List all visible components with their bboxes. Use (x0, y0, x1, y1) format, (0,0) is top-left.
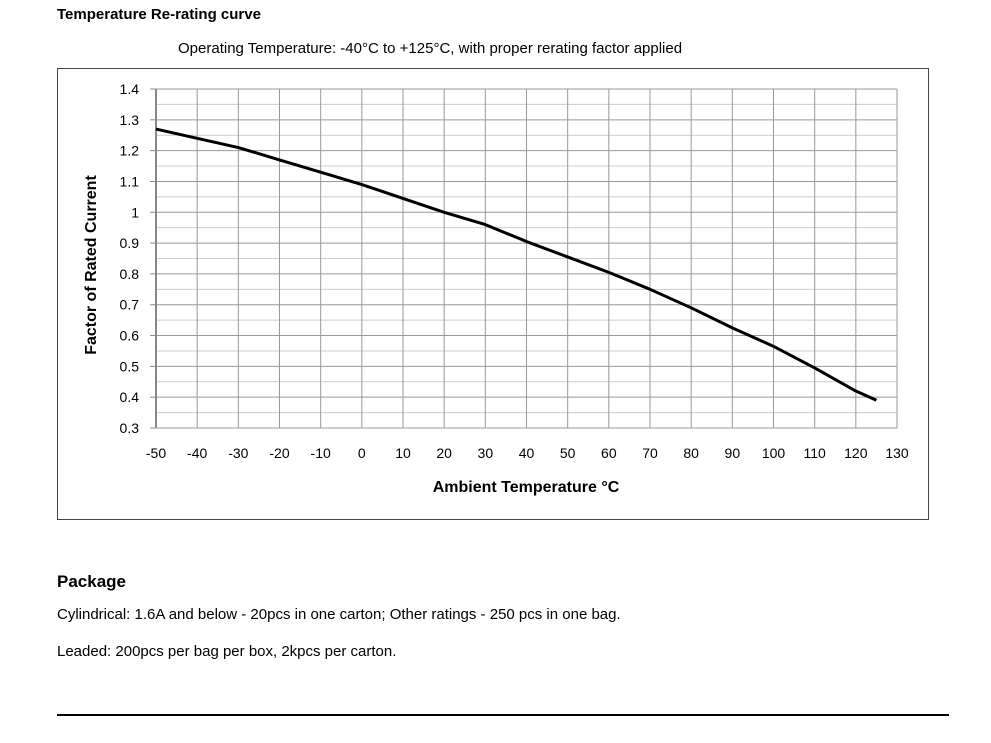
x-tick-label: 50 (560, 445, 576, 461)
y-tick-label: 0.4 (120, 389, 140, 405)
x-tick-label: 100 (762, 445, 786, 461)
x-tick-label: 90 (725, 445, 741, 461)
y-tick-label: 1.4 (120, 81, 140, 97)
y-tick-label: 0.9 (120, 235, 140, 251)
x-tick-label: -20 (269, 445, 289, 461)
y-tick-label: 1.3 (120, 112, 140, 128)
x-tick-label: 110 (804, 445, 827, 461)
x-tick-label: -30 (228, 445, 248, 461)
package-line: Leaded: 200pcs per bag per box, 2kpcs pe… (57, 643, 397, 660)
y-tick-label: 1.2 (120, 143, 140, 159)
chart-frame (57, 68, 929, 520)
x-tick-label: 70 (642, 445, 658, 461)
x-tick-label: -40 (187, 445, 207, 461)
x-tick-label: -50 (146, 445, 166, 461)
x-tick-label: 130 (885, 445, 909, 461)
y-tick-label: 1.1 (120, 173, 140, 189)
x-tick-label: 60 (601, 445, 617, 461)
y-tick-label: 0.3 (120, 420, 140, 436)
section-title: Temperature Re-rating curve (57, 6, 261, 23)
package-heading: Package (57, 572, 126, 591)
x-tick-label: 80 (683, 445, 699, 461)
x-tick-label: 30 (478, 445, 494, 461)
y-tick-label: 0.6 (120, 328, 140, 344)
chart-title: Operating Temperature: -40°C to +125°C, … (178, 40, 683, 57)
x-tick-label: 0 (358, 445, 366, 461)
y-tick-label: 0.5 (120, 358, 140, 374)
y-axis-label: Factor of Rated Current (83, 175, 100, 355)
package-line: Cylindrical: 1.6A and below - 20pcs in o… (57, 606, 621, 623)
divider (57, 714, 949, 716)
y-tick-label: 0.7 (120, 297, 140, 313)
x-tick-label: 40 (519, 445, 535, 461)
x-tick-label: 20 (436, 445, 452, 461)
y-tick-label: 1 (131, 204, 139, 220)
y-tick-label: 0.8 (120, 266, 140, 282)
x-tick-label: -10 (311, 445, 331, 461)
series-line (155, 127, 878, 402)
x-tick-label: 120 (844, 445, 868, 461)
x-tick-label: 10 (395, 445, 411, 461)
x-axis-label: Ambient Temperature °C (433, 479, 620, 496)
